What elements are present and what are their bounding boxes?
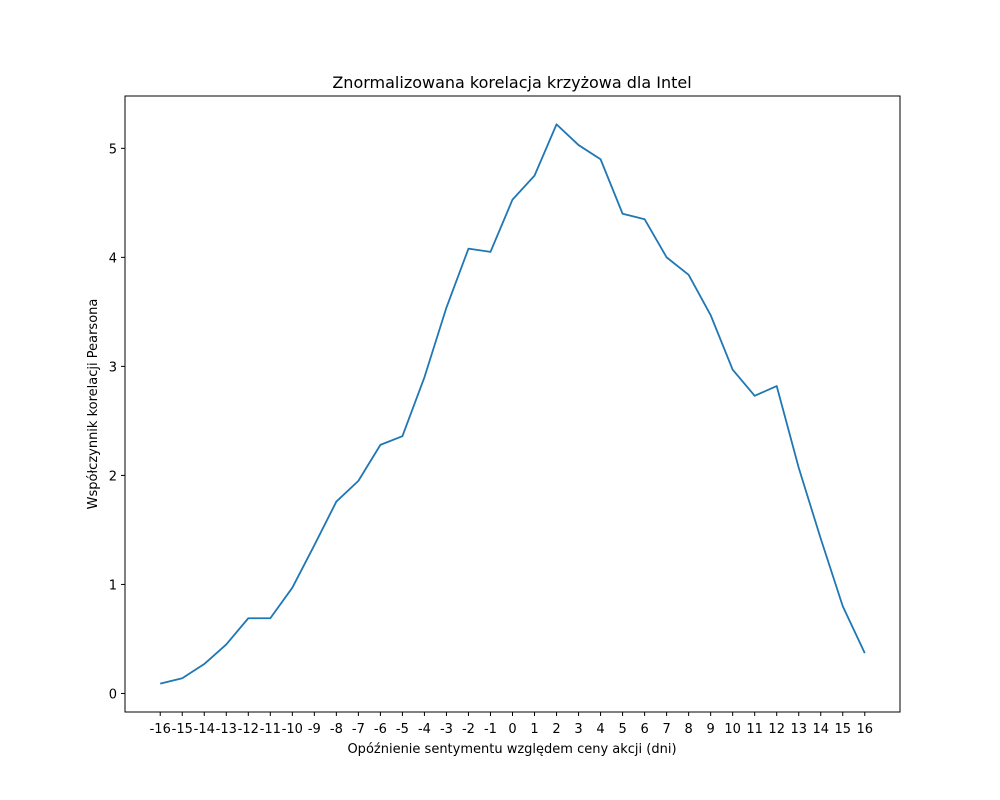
y-tick-label: 4: [109, 251, 117, 266]
y-tick-label: 1: [109, 578, 117, 593]
x-tick-label: 13: [790, 722, 807, 737]
x-tick-label: 0: [508, 722, 516, 737]
x-tick-label: 16: [856, 722, 873, 737]
x-tick-label: -9: [308, 722, 321, 737]
x-tick-label: 7: [662, 722, 670, 737]
chart-title: Znormalizowana korelacja krzyżowa dla In…: [332, 73, 691, 92]
x-tick-label: -8: [330, 722, 343, 737]
x-tick-label: 6: [640, 722, 648, 737]
x-tick-label: 15: [834, 722, 851, 737]
x-tick-label: 4: [596, 722, 604, 737]
x-tick-label: 5: [618, 722, 626, 737]
x-tick-label: 11: [746, 722, 763, 737]
x-tick-label: 1: [530, 722, 538, 737]
x-tick-label: 12: [768, 722, 785, 737]
x-tick-label: -5: [396, 722, 409, 737]
x-tick-label: -4: [418, 722, 431, 737]
x-tick-label: 8: [684, 722, 692, 737]
x-tick-label: -3: [440, 722, 453, 737]
x-tick-label: -2: [462, 722, 475, 737]
y-axis: 0 1 2 3 4 5: [109, 142, 125, 702]
x-tick-label: -6: [374, 722, 387, 737]
series-line: [160, 123, 866, 685]
y-tick-label: 5: [109, 142, 117, 157]
x-tick-label: -13: [216, 722, 237, 737]
x-tick-label: 10: [724, 722, 741, 737]
x-tick-label: -14: [194, 722, 215, 737]
x-tick-label: 14: [812, 722, 829, 737]
x-tick-label: -1: [484, 722, 497, 737]
y-tick-label: 0: [109, 687, 117, 702]
x-tick-label: -11: [260, 722, 281, 737]
x-tick-label: -16: [150, 722, 171, 737]
x-tick-label: -15: [172, 722, 193, 737]
plot-frame: [124, 95, 901, 713]
x-tick-label: -10: [282, 722, 303, 737]
x-tick-label: -7: [352, 722, 365, 737]
y-tick-label: 2: [109, 469, 117, 484]
x-tick-label: 9: [707, 722, 715, 737]
y-axis-label: Współczynnik korelacji Pearsona: [86, 299, 101, 510]
plot-area: [124, 95, 901, 713]
x-tick-label: 3: [574, 722, 582, 737]
x-axis-label: Opóźnienie sentymentu względem ceny akcj…: [347, 742, 676, 757]
y-tick-label: 3: [109, 360, 117, 375]
x-axis: -16 -15 -14 -13 -12 -11 -10 -9 -8 -7 -6 -5 -4 -3 -2 -1 0…: [150, 712, 873, 737]
x-tick-label: 2: [552, 722, 560, 737]
x-tick-label: -12: [238, 722, 259, 737]
